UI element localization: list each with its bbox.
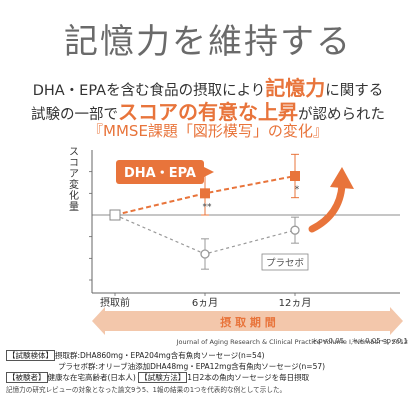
line2-pre: 試験の一部で [31,107,118,123]
x-tick-label: 6ヵ月 [192,297,218,309]
data-point-dha-epa [290,171,300,181]
footnote: 記憶力の研究レビューの対象となった論文9う5、1報の結果の1つを代表的な例として… [6,386,287,394]
footer-line-2: プラセボ群:オリーブ油添加DHA48mg・EPA12mg含有魚肉ソーセージ(n=… [58,361,325,372]
legend-tag-dha-epa [116,160,204,184]
sample-label: 【試験検体】 [6,350,55,361]
footer-line-3: 【被験者】 健康な在宅高齢者(日本人) 【試験方法】 1日2本の魚肉ソーセージを毎日… [6,372,309,383]
footer-line-1: 【試験検体】 摂取群:DHA860mg・EPA204mg含有魚肉ソーセージ(n=5… [6,350,265,361]
line1-post: に関する [325,83,384,99]
page-title: 記憶力を維持する [64,22,352,62]
baseline-point [109,209,121,221]
significance-mark: ** [203,202,213,212]
headline-line-1: DHA・EPAを含む食品の摂取により記憶力に関する [0,72,416,101]
period-label: 摂 取 期 間 [220,315,276,329]
period-arrow-right [390,307,403,335]
data-point-placebo [200,249,210,259]
data-point-placebo [290,225,300,235]
line1-highlight: 記憶力 [265,76,326,100]
line1-pre: DHA・EPAを含む食品の摂取により [32,83,266,99]
rising-arrow-head [330,167,354,189]
x-tick-label: 12ヵ月 [279,297,312,309]
chart-subtitle: 『MMSE課題「図形模写」の変化』 [88,122,328,140]
headline-line-2: 試験の一部でスコアの有意な上昇が認められた [0,96,416,125]
period-arrow-body [105,311,390,331]
placebo-text: プラセボ群:オリーブ油添加DHA48mg・EPA12mg含有魚肉ソーセージ(n=… [58,362,326,371]
legend-label-placebo: プラセボ [266,258,305,269]
period-arrow-left [92,307,105,335]
method-label: 【試験方法】 [138,372,188,383]
data-point-dha-epa [200,188,210,199]
sample-text: 摂取群:DHA860mg・EPA204mg含有魚肉ソーセージ(n=54) [55,351,265,360]
method-text: 1日2本の魚肉ソーセージを毎日摂取 [187,373,310,382]
line2-highlight: スコアの有意な上昇 [118,100,298,124]
legend-tag-pointer [204,167,214,177]
significance-mark: * [295,185,300,195]
line2-post: が認められた [298,107,385,123]
x-tick-label: 摂取前 [100,296,130,309]
y-axis-label: スコア変化量 [67,146,79,212]
legend-label-dha-epa: DHA・EPA [124,166,196,181]
rising-arrow [308,181,346,233]
legend-box-placebo [261,253,309,271]
significance-note: ＊p<0.05 ＊＊0.05<p<0.1 [311,337,408,345]
subject-text: 健康な在宅高齢者(日本人) [47,373,136,382]
subject-label: 【被験者】 [6,372,48,383]
citation: Journal of Aging Research & Clinical Pra… [176,338,408,346]
